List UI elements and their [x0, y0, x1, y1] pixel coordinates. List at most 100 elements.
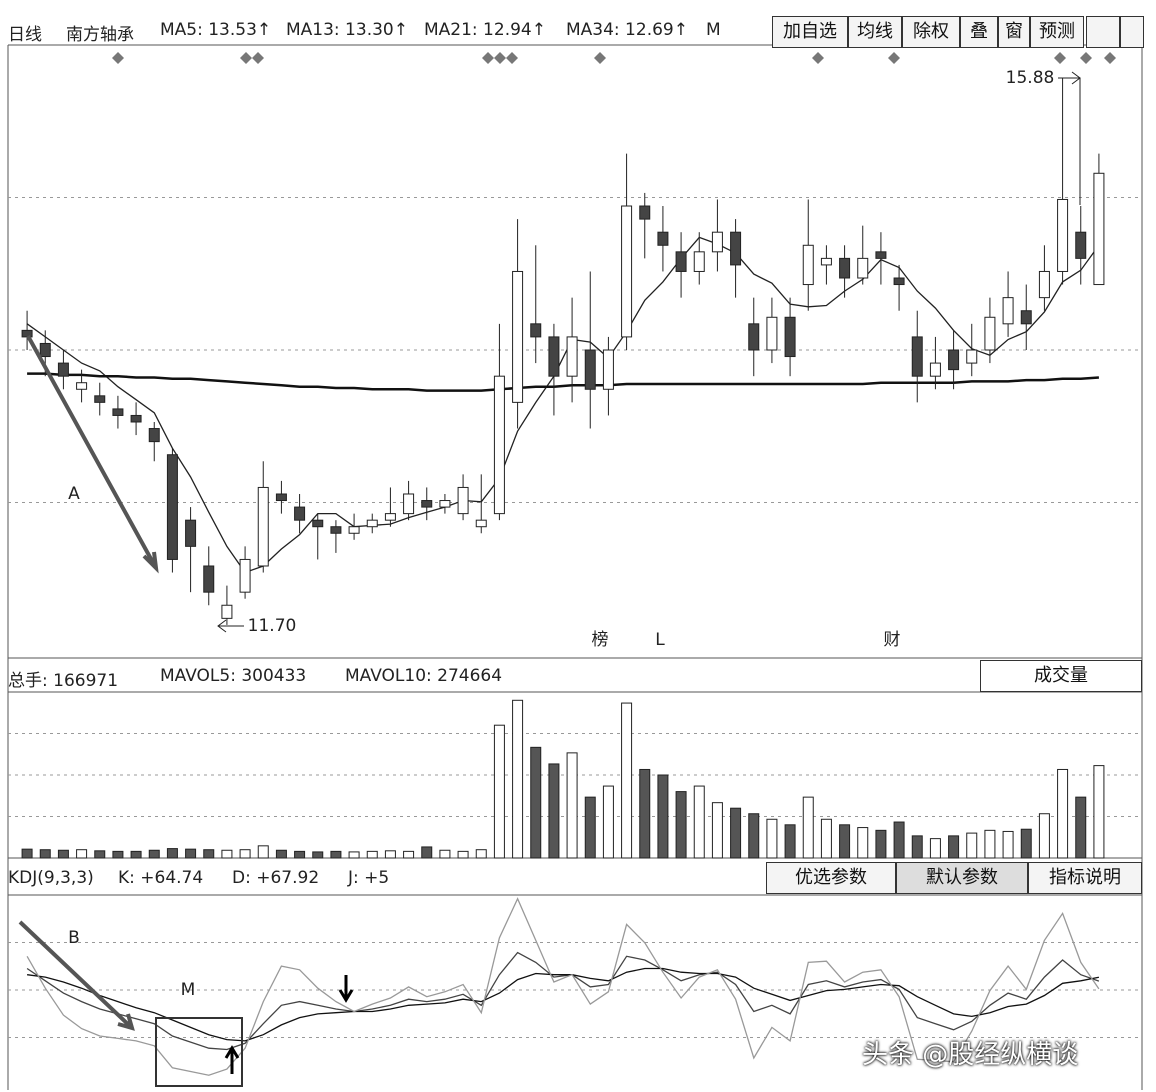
candle-body	[1020, 310, 1032, 325]
candle-body	[366, 519, 378, 528]
candle-body	[76, 382, 88, 390]
candle-body	[94, 395, 106, 403]
header-text: MAVOL10: 274664	[345, 666, 503, 686]
header-text: KDJ(9,3,3)	[8, 868, 94, 888]
pointer-arrow	[1058, 71, 1081, 205]
indicator-line	[26, 897, 1100, 1076]
candle-body	[948, 349, 960, 371]
volume-bar	[730, 807, 742, 859]
volume-bar	[802, 796, 814, 859]
candle-body	[530, 323, 542, 338]
candle-body	[1075, 231, 1087, 259]
volume-bar	[639, 768, 651, 859]
candle-body	[112, 408, 124, 416]
volume-bar	[475, 849, 487, 859]
volume-bar	[602, 785, 614, 859]
volume-bar	[57, 849, 69, 859]
param-button[interactable]: 指标说明	[1028, 862, 1142, 894]
volume-bar	[457, 850, 469, 859]
annotation: A	[68, 484, 80, 504]
toolbar-button[interactable]: 均线	[848, 16, 902, 48]
annotation: B	[68, 928, 80, 948]
header-text: M	[706, 20, 721, 40]
volume-bar	[403, 850, 415, 859]
candle-body	[984, 316, 996, 351]
volume-bar	[1093, 765, 1105, 859]
indicator-line	[26, 951, 1100, 1051]
volume-bar	[512, 699, 524, 859]
param-button[interactable]: 优选参数	[766, 862, 896, 894]
candle-body	[693, 251, 705, 272]
candle-body	[911, 336, 923, 377]
volume-bar	[221, 849, 233, 859]
annotation: L	[655, 630, 665, 650]
volume-bar	[384, 850, 396, 859]
volume-bar	[1057, 768, 1069, 859]
candle-body	[1057, 198, 1069, 272]
candle-body	[166, 454, 178, 560]
volume-bar	[1020, 828, 1032, 859]
volume-bar	[76, 849, 88, 859]
volume-bar	[857, 827, 869, 859]
annotation: 榜	[592, 630, 609, 650]
candle-body	[748, 323, 760, 351]
volume-bar	[1002, 830, 1014, 859]
event-marker	[1104, 52, 1116, 64]
toolbar-button[interactable]: 窗	[998, 16, 1030, 48]
signal-arrow	[338, 975, 354, 1003]
volume-bar	[130, 850, 142, 859]
volume-bar	[493, 724, 505, 859]
candle-body	[39, 342, 51, 358]
header-text: J: +5	[348, 868, 390, 888]
volume-bar	[693, 785, 705, 859]
header-text: MA13: 13.30↑	[286, 20, 408, 40]
volume-bar	[911, 835, 923, 859]
candle-body	[439, 500, 451, 508]
candle-body	[330, 526, 342, 534]
event-marker	[888, 52, 900, 64]
volume-bar	[39, 849, 51, 859]
candle-body	[602, 349, 614, 390]
candle-body	[257, 486, 269, 567]
candle-body	[893, 277, 905, 286]
candle-body	[294, 506, 306, 521]
annotation: M	[181, 980, 196, 1000]
event-marker	[1080, 52, 1092, 64]
volume-bar	[185, 848, 197, 859]
header-text: MA5: 13.53↑	[160, 20, 272, 40]
event-marker	[812, 52, 824, 64]
nav-button[interactable]	[1086, 16, 1120, 48]
indicator-line	[27, 967, 1100, 1042]
volume-bar	[893, 821, 905, 859]
annotation: 15.88	[1006, 68, 1055, 88]
toolbar-button[interactable]: 叠	[960, 16, 998, 48]
volume-bar	[929, 838, 941, 859]
candle-body	[639, 205, 651, 220]
candle-body	[512, 270, 524, 403]
indicator-line	[27, 372, 1099, 392]
candle-body	[185, 519, 197, 547]
toolbar-button[interactable]: 加自选	[772, 16, 848, 48]
toolbar-button[interactable]: 除权	[902, 16, 960, 48]
candle-body	[221, 604, 233, 619]
volume-bar	[839, 824, 851, 859]
candle-body	[784, 316, 796, 358]
header-text: MA34: 12.69↑	[566, 20, 688, 40]
candle-body	[1002, 297, 1014, 325]
candle-body	[657, 231, 669, 246]
candle-body	[929, 362, 941, 377]
param-button[interactable]: 默认参数	[896, 862, 1028, 894]
volume-bar	[675, 791, 687, 859]
header-text: 南方轴承	[66, 25, 134, 45]
candle-body	[1093, 172, 1105, 286]
event-marker	[1054, 52, 1066, 64]
volume-bar	[875, 829, 887, 859]
volume-bar	[257, 845, 269, 859]
indicator-dropdown[interactable]: 成交量	[980, 660, 1142, 692]
volume-bar	[784, 824, 796, 859]
candle-body	[730, 231, 742, 266]
volume-bar	[94, 850, 106, 859]
menu-button[interactable]	[1120, 16, 1144, 48]
toolbar-button[interactable]: 预测	[1030, 16, 1084, 48]
candle-body	[457, 486, 469, 515]
